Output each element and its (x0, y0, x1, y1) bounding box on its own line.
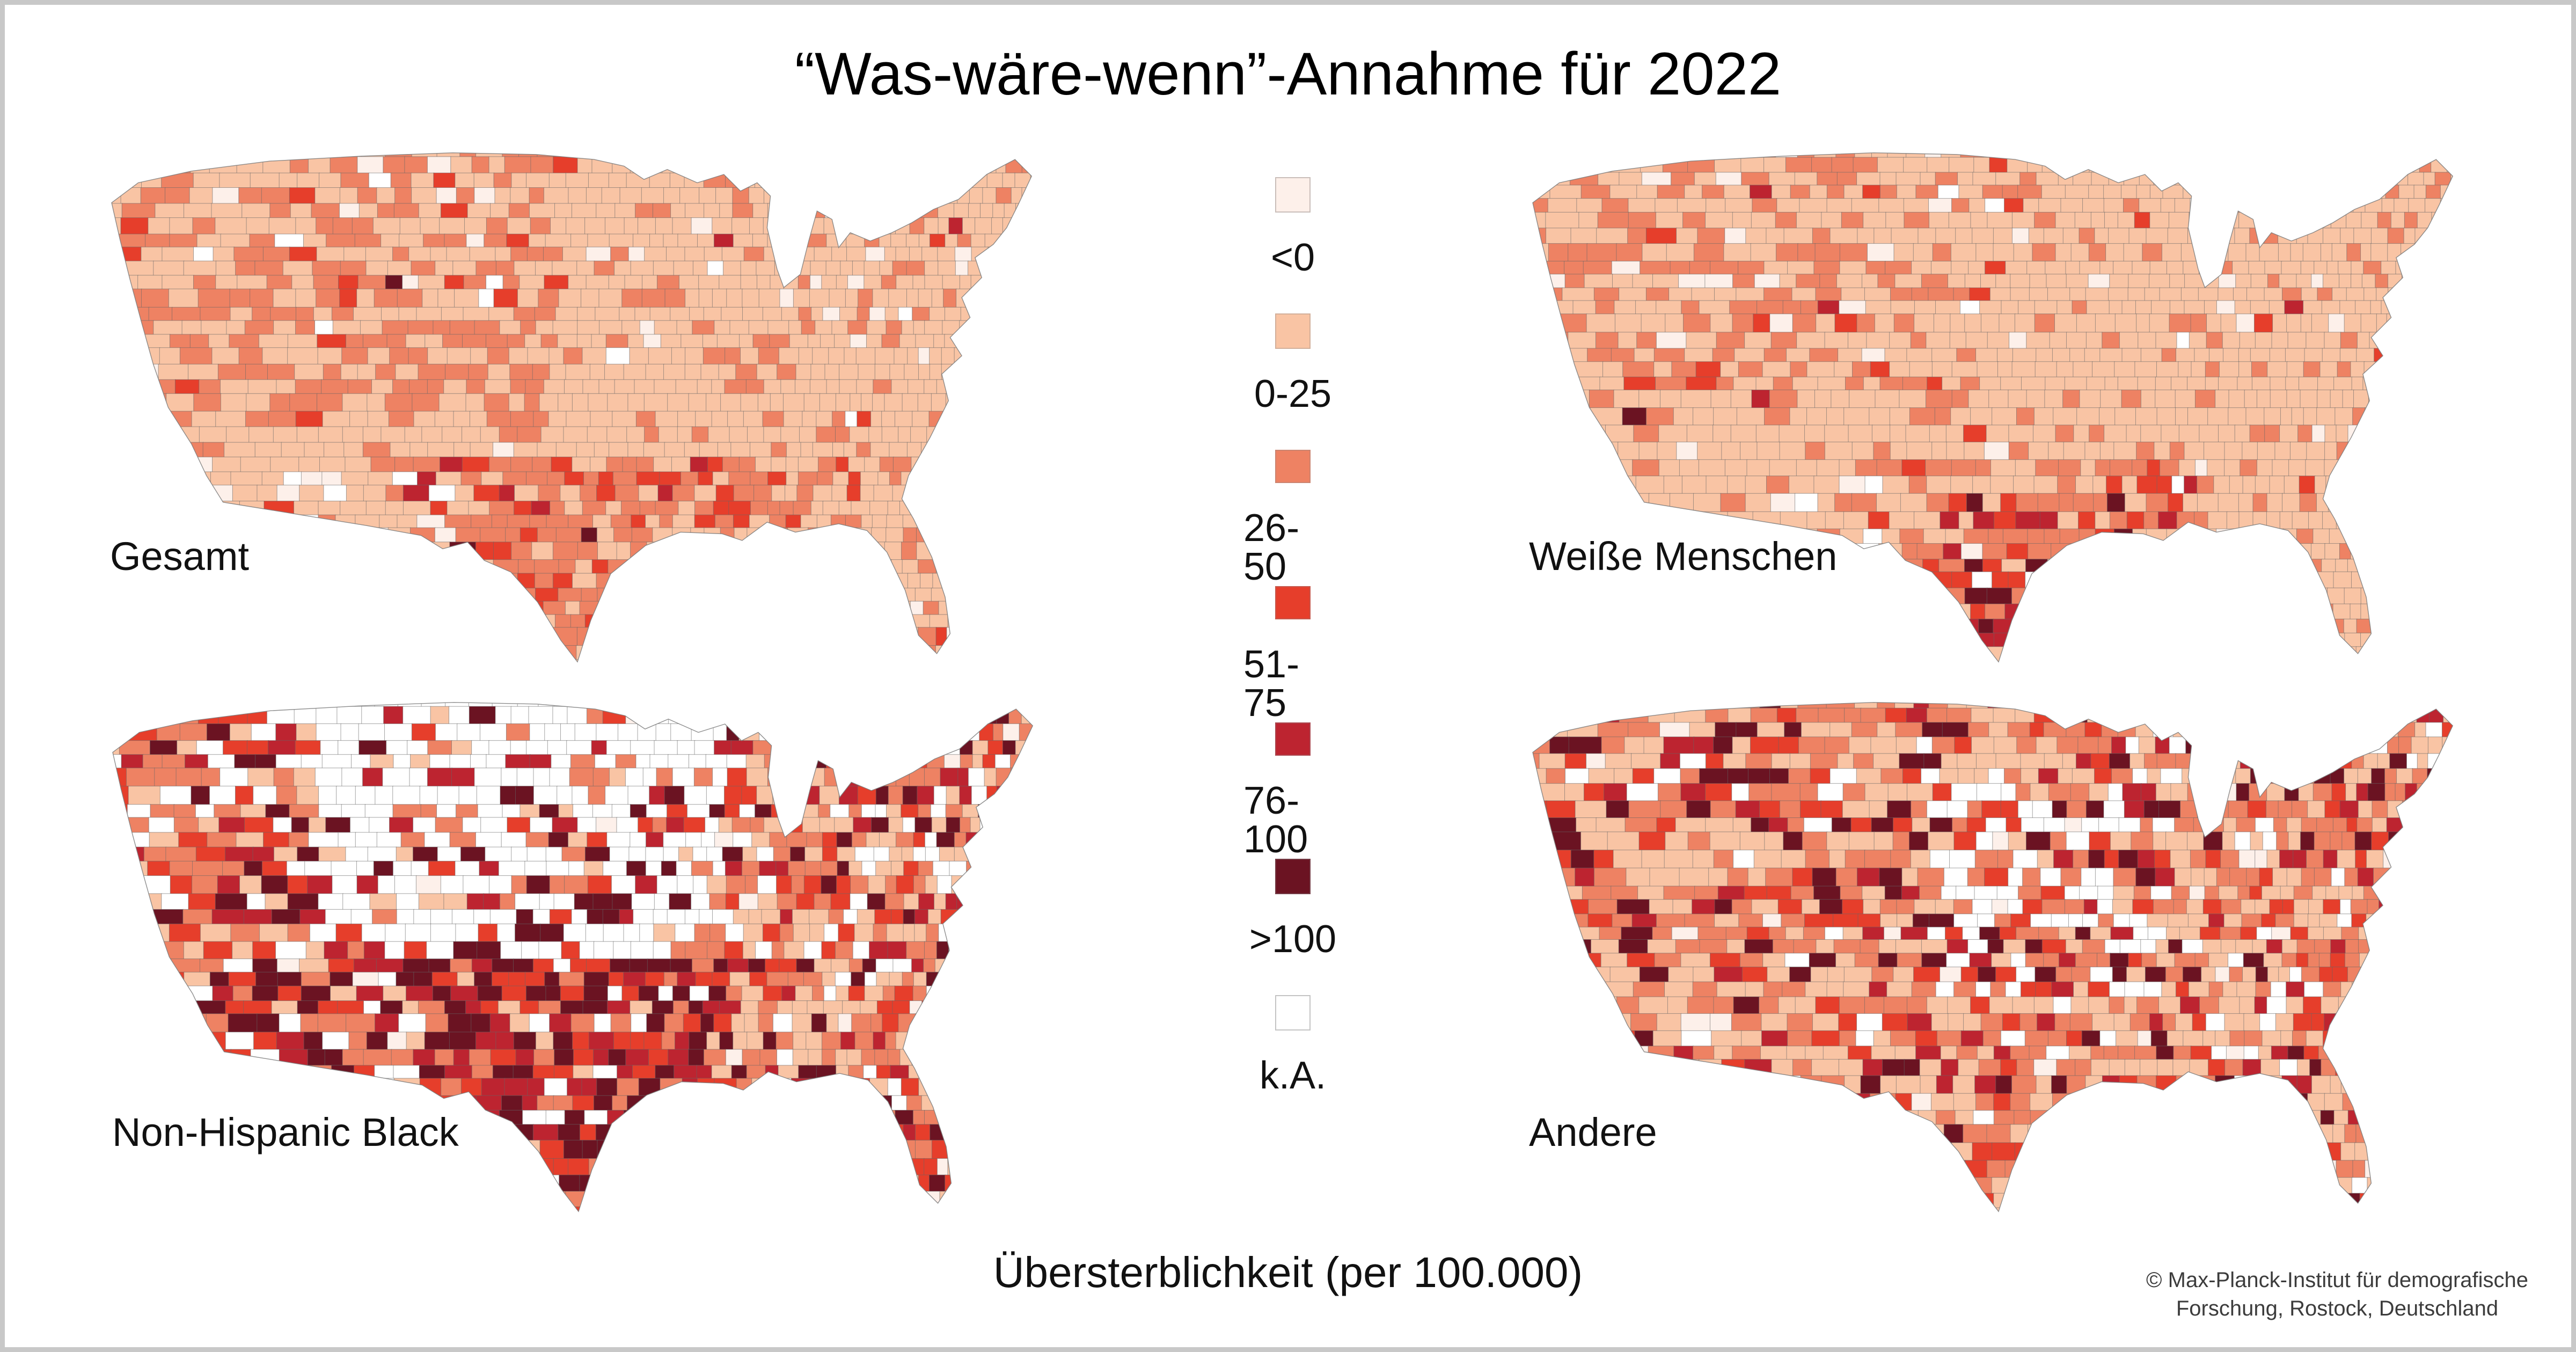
legend-swatch-2 (1275, 450, 1311, 483)
legend-bin-label: <0 (1270, 236, 1315, 279)
map-gesamt (95, 141, 1093, 674)
map-andere (1516, 691, 2514, 1223)
legend-item-6: k.A. (1243, 995, 1342, 1131)
credit: © Max-Planck-Institut für demografische … (2146, 1266, 2528, 1323)
map-label-gesamt: Gesamt (110, 534, 250, 579)
unit-label: Übersterblichkeit (per 100.000) (993, 1248, 1583, 1296)
legend-swatch-5 (1275, 859, 1311, 894)
legend-swatch-3 (1275, 586, 1311, 619)
legend-swatch-6 (1275, 995, 1311, 1031)
legend-bin-label: 51-75 (1243, 643, 1300, 725)
map-label-weisse-menschen: Weiße Menschen (1529, 534, 1838, 579)
credit-line-2: Forschung, Rostock, Deutschland (2176, 1296, 2499, 1320)
legend-swatch-1 (1275, 313, 1311, 349)
legend-swatch-0 (1275, 177, 1311, 213)
map-weisse-menschen (1516, 141, 2514, 674)
legend-bin-label: k.A. (1259, 1054, 1327, 1097)
legend-bin-label: 26-50 (1243, 507, 1300, 588)
legend: <0 0-25 26-50 51-75 76-100 >100 k.A. (1243, 177, 1342, 1131)
figure-title: “Was-wäre-wenn”-Annahme für 2022 (794, 40, 1782, 107)
legend-item-2: 26-50 (1243, 450, 1342, 586)
legend-item-1: 0-25 (1243, 313, 1342, 450)
legend-item-3: 51-75 (1243, 586, 1342, 722)
legend-item-4: 76-100 (1243, 722, 1342, 859)
map-label-andere: Andere (1529, 1110, 1657, 1154)
legend-bin-label: 0-25 (1254, 372, 1332, 415)
map-non-hispanic-black (96, 691, 1094, 1223)
legend-bin-label: 76-100 (1243, 779, 1308, 861)
legend-item-0: <0 (1243, 177, 1342, 313)
us-county-choropleth-nhb (112, 702, 1034, 1212)
legend-item-5: >100 (1243, 859, 1342, 995)
legend-bin-label: >100 (1249, 918, 1337, 961)
us-county-choropleth-andere (1532, 702, 2454, 1212)
us-county-choropleth-gesamt (111, 152, 1033, 663)
credit-line-1: © Max-Planck-Institut für demografische (2146, 1268, 2528, 1292)
legend-swatch-4 (1275, 722, 1311, 756)
us-county-choropleth-weisse (1532, 152, 2454, 663)
map-label-non-hispanic-black: Non-Hispanic Black (112, 1110, 459, 1154)
